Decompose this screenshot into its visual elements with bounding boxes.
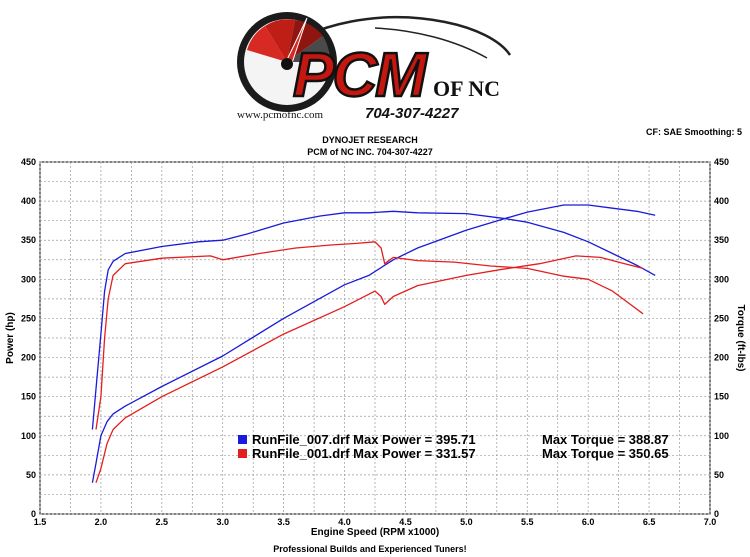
series-line-power: [91, 204, 656, 483]
x-tick-label: 1.5: [34, 517, 47, 527]
y-right-tick-label: 200: [714, 353, 729, 363]
x-axis-label: Engine Speed (RPM x1000): [311, 527, 439, 538]
legend-entry-power: RunFile_001.drf Max Power = 331.57: [252, 446, 476, 461]
y-right-tick-labels: 0 50 100 150 200 250 300 350 400 450: [714, 157, 729, 519]
logo-url: www.pcmofnc.com: [237, 109, 323, 121]
y-left-tick-label: 400: [21, 196, 36, 206]
y-left-tick-label: 0: [31, 509, 36, 519]
footer-tagline: Professional Builds and Experienced Tune…: [273, 544, 466, 554]
y-left-tick-label: 100: [21, 431, 36, 441]
legend-entry-torque: Max Torque = 350.65: [542, 446, 669, 461]
y-left-tick-label: 200: [21, 353, 36, 363]
y-right-tick-label: 250: [714, 313, 729, 323]
logo-phone: 704-307-4227: [365, 105, 459, 122]
tachometer-icon: [237, 12, 337, 112]
logo-suffix: OF NC: [433, 76, 500, 101]
series-line-torque: [95, 241, 644, 430]
y-left-tick-label: 50: [26, 470, 36, 480]
header-line2: PCM of NC INC. 704-307-4227: [307, 147, 433, 157]
x-tick-label: 5.0: [460, 517, 473, 527]
legend-entry-power: RunFile_007.drf Max Power = 395.71: [252, 432, 476, 447]
x-tick-labels: 1.5 2.0 2.5 3.0 3.5 4.0 4.5 5.0 5.5 6.0 6.5 7.0: [34, 517, 717, 527]
x-tick-label: 7.0: [704, 517, 717, 527]
y-right-tick-label: 350: [714, 235, 729, 245]
legend-swatch: [238, 435, 247, 444]
grid: [39, 161, 711, 515]
y-right-tick-label: 450: [714, 157, 729, 167]
series-line-power: [95, 255, 644, 483]
x-tick-label: 3.0: [216, 517, 229, 527]
x-tick-label: 2.5: [156, 517, 169, 527]
legend-swatch: [238, 449, 247, 458]
header-line1: DYNOJET RESEARCH: [322, 135, 418, 145]
x-tick-label: 6.5: [643, 517, 656, 527]
y-right-tick-label: 400: [714, 196, 729, 206]
y-left-axis-label: Power (hp): [5, 312, 16, 364]
y-left-tick-label: 300: [21, 274, 36, 284]
y-right-axis-label: Torque (ft-lbs): [735, 304, 746, 371]
pcm-logo: PCM OF NC 704-307-4227 www.pcmofnc.com: [237, 12, 512, 122]
y-left-tick-labels: 0 50 100 150 200 250 300 350 400 450: [21, 157, 36, 519]
header-settings: CF: SAE Smoothing: 5: [646, 127, 742, 137]
y-left-tick-label: 450: [21, 157, 36, 167]
y-left-tick-label: 350: [21, 235, 36, 245]
y-right-tick-label: 50: [714, 470, 724, 480]
x-tick-label: 5.5: [521, 517, 534, 527]
y-left-tick-label: 250: [21, 313, 36, 323]
legend: RunFile_007.drf Max Power = 395.71 Max To…: [238, 432, 669, 461]
x-tick-label: 4.0: [338, 517, 351, 527]
y-left-tick-label: 150: [21, 392, 36, 402]
y-right-tick-label: 150: [714, 392, 729, 402]
x-tick-label: 6.0: [582, 517, 595, 527]
legend-entry-torque: Max Torque = 388.87: [542, 432, 669, 447]
y-right-tick-label: 100: [714, 431, 729, 441]
series-line-torque: [91, 210, 656, 430]
x-tick-label: 4.5: [399, 517, 412, 527]
series-lines: [91, 204, 656, 483]
logo-brand: PCM: [293, 41, 428, 110]
x-tick-label: 3.5: [277, 517, 290, 527]
x-tick-label: 2.0: [95, 517, 108, 527]
y-right-tick-label: 300: [714, 274, 729, 284]
y-right-tick-label: 0: [714, 509, 719, 519]
